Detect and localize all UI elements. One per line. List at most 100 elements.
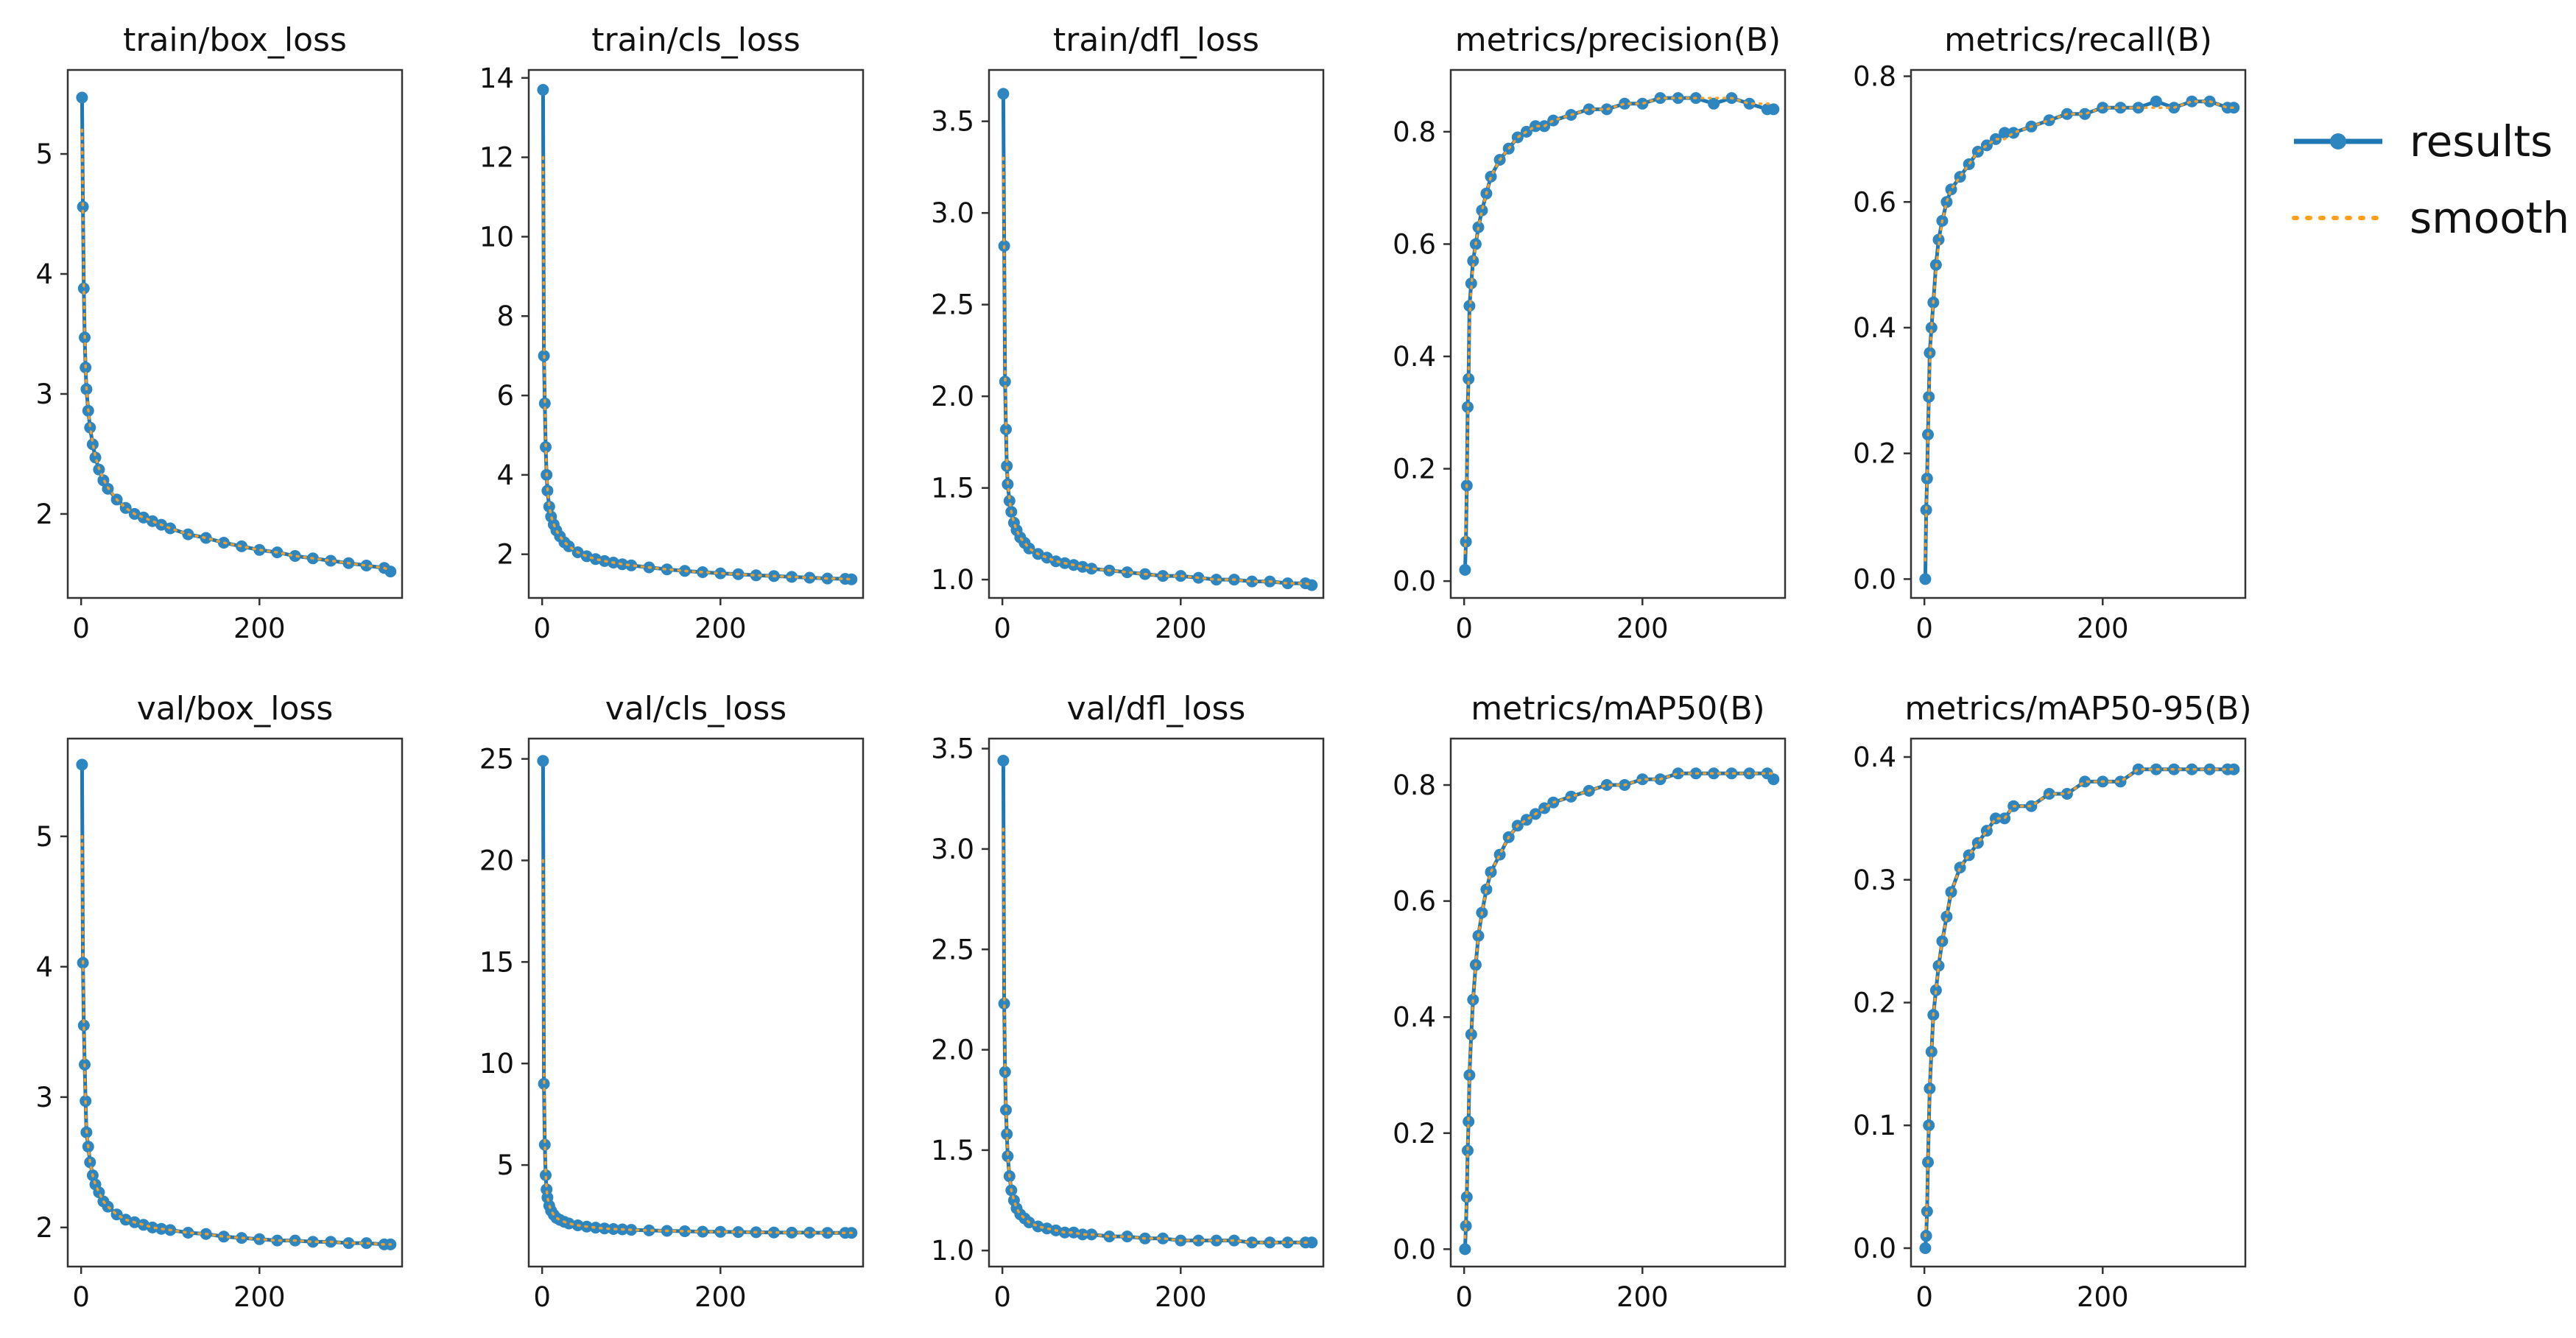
y-tick-label: 20 <box>479 845 514 876</box>
results-point <box>845 573 858 585</box>
x-tick-label: 200 <box>1155 613 1207 644</box>
results-point <box>998 997 1010 1010</box>
results-point <box>1619 97 1631 110</box>
results-point <box>1725 767 1738 780</box>
results-point <box>1460 1191 1473 1203</box>
legend-results-marker <box>2330 133 2346 149</box>
smooth-line <box>1002 827 1314 1244</box>
results-point <box>86 438 99 451</box>
axes-frame <box>988 737 1325 1268</box>
results-point <box>643 1224 655 1236</box>
legend-results-label: results <box>2410 116 2552 166</box>
results-point <box>997 88 1010 100</box>
subplot-train-dfl-loss: train/dfl_loss 1.0 1.5 2.0 2.5 3.0 3.5 0 200 <box>931 21 1325 644</box>
axes-frame <box>66 68 404 599</box>
x-tick-label: 200 <box>1616 1281 1669 1313</box>
results-point <box>537 84 549 96</box>
smooth-line <box>1924 767 2236 1238</box>
results-point <box>1463 373 1475 385</box>
y-tick-label: 0.6 <box>1393 228 1436 260</box>
results-point <box>147 515 158 527</box>
subplot-metrics-precision-b: metrics/precision(B) 0.0 0.2 0.4 0.6 0.8 0 200 <box>1393 21 1787 644</box>
axes-frame <box>66 737 404 1268</box>
y-tick-label: 0.2 <box>1853 987 1896 1019</box>
y-tick-label: 10 <box>479 1048 514 1080</box>
y-tick-label: 0.8 <box>1393 116 1436 148</box>
y-tick-label: 0.8 <box>1853 61 1896 93</box>
results-point <box>271 1234 284 1247</box>
y-tick-label: 0.0 <box>1853 563 1896 595</box>
y-tick-label: 0.2 <box>1393 1118 1436 1149</box>
results-point <box>1002 1150 1014 1163</box>
subplot-title: val/dfl_loss <box>1067 690 1246 728</box>
results-point <box>803 1226 816 1239</box>
results-point <box>1246 575 1259 588</box>
results-point <box>1003 495 1016 507</box>
results-point <box>1460 1219 1472 1232</box>
x-tick-label: 0 <box>72 1281 90 1313</box>
y-tick-label: 0.1 <box>1853 1110 1896 1141</box>
results-point <box>1281 1236 1294 1249</box>
y-tick-label: 3.0 <box>931 834 974 865</box>
x-tick-label: 0 <box>993 613 1011 644</box>
results-point <box>543 501 555 513</box>
results-point <box>93 1186 105 1199</box>
x-tick-label: 0 <box>533 1281 551 1313</box>
results-point <box>289 550 301 562</box>
results-point <box>598 1222 610 1235</box>
results-point <box>384 566 397 578</box>
y-tick-label: 3.5 <box>931 733 974 765</box>
results-point <box>1743 97 1756 110</box>
smooth-line <box>1924 99 2236 562</box>
results-point <box>1565 790 1577 803</box>
subplot-title: train/dfl_loss <box>1053 21 1259 59</box>
subplot-title: metrics/precision(B) <box>1455 21 1781 59</box>
y-tick-label: 1.0 <box>931 1235 974 1267</box>
results-point <box>182 1227 194 1239</box>
results-point <box>997 755 1010 767</box>
axes-frame <box>1910 68 2247 599</box>
results-point <box>1246 1236 1259 1249</box>
results-point <box>1672 767 1684 780</box>
smooth-line <box>541 155 854 581</box>
smooth-line <box>1463 96 1776 554</box>
results-point <box>1919 573 1932 585</box>
results-point <box>1636 773 1649 786</box>
y-tick-label: 0.6 <box>1853 186 1896 218</box>
results-point <box>2186 95 2198 108</box>
results-point <box>1767 103 1780 116</box>
results-point <box>360 560 373 571</box>
y-tick-label: 4 <box>35 258 53 290</box>
legend: results smooth <box>2292 116 2569 243</box>
y-tick-label: 0.0 <box>1393 1233 1436 1265</box>
y-tick-label: 14 <box>479 63 514 94</box>
y-tick-label: 2 <box>35 499 53 530</box>
y-tick-label: 0.4 <box>1853 312 1896 344</box>
results-point <box>1600 779 1613 791</box>
results-point <box>1077 560 1089 573</box>
smooth-line <box>1002 156 1314 587</box>
results-point <box>200 532 212 544</box>
results-point <box>1032 1220 1044 1233</box>
subplot-val-box-loss: val/box_loss 2 3 4 5 0 200 <box>35 690 404 1313</box>
results-point <box>1583 103 1595 116</box>
subplot-val-dfl-loss: val/dfl_loss 1.0 1.5 2.0 2.5 3.0 3.5 0 200 <box>931 690 1325 1313</box>
results-point <box>2150 95 2162 108</box>
results-point <box>1971 837 1984 849</box>
subplot-metrics-recall-b: metrics/recall(B) 0.0 0.2 0.4 0.6 0.8 0 200 <box>1853 21 2247 644</box>
results-point <box>714 567 727 580</box>
y-tick-label: 5 <box>496 1149 514 1181</box>
results-point <box>1999 127 2011 139</box>
results-point <box>538 1138 551 1151</box>
results-point <box>786 571 798 583</box>
results-point <box>1932 960 1945 972</box>
y-tick-label: 25 <box>479 744 514 775</box>
results-point <box>767 1226 780 1239</box>
subplot-title: val/box_loss <box>137 690 334 728</box>
y-tick-label: 0.4 <box>1393 341 1436 373</box>
subplot-val-cls-loss: val/cls_loss 5 10 15 20 25 0 200 <box>479 690 865 1313</box>
results-point <box>1157 570 1169 582</box>
results-point <box>1068 1226 1080 1239</box>
results-point <box>325 554 337 567</box>
